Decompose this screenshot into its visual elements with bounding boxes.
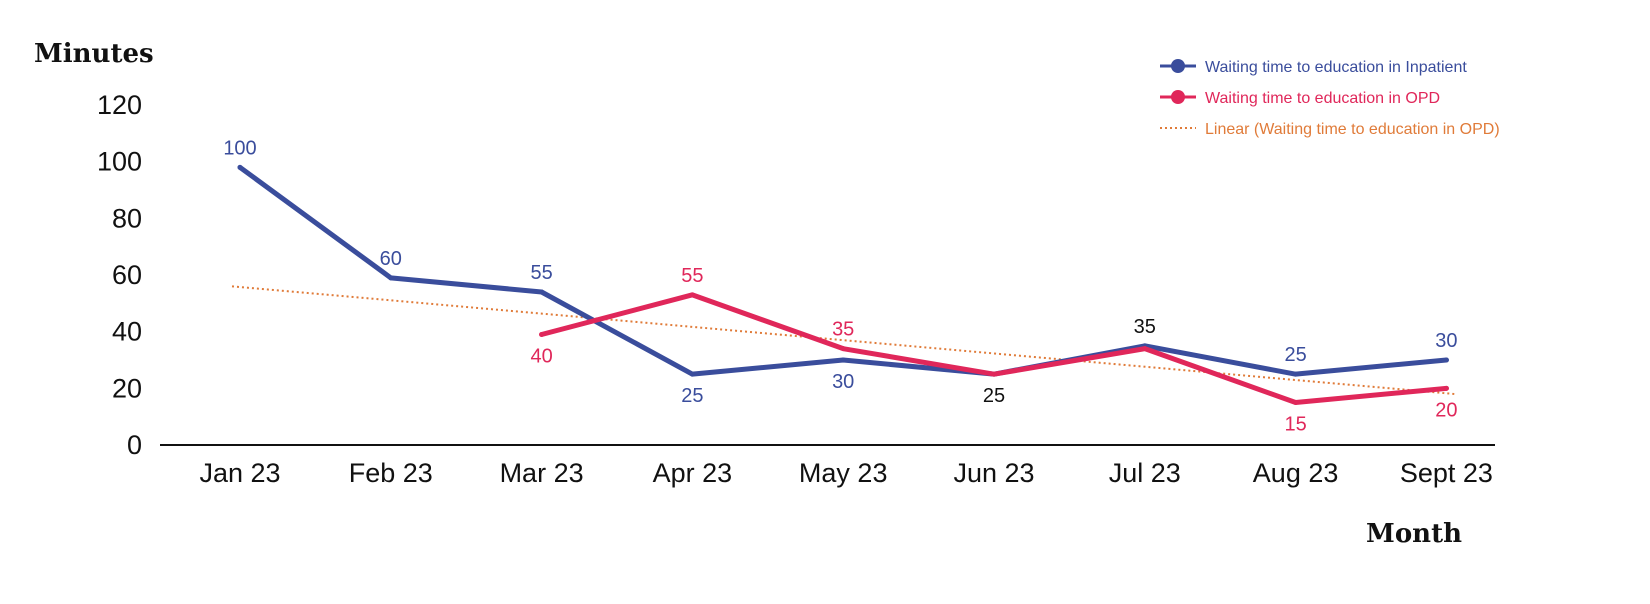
data-label: 55 — [530, 262, 552, 284]
x-tick-label: Jul 23 — [1109, 458, 1181, 488]
y-tick-label: 20 — [112, 373, 142, 403]
x-tick-label: Feb 23 — [349, 458, 433, 488]
x-axis-title: Month — [1366, 519, 1462, 549]
data-point — [388, 275, 394, 281]
y-tick-label: 40 — [112, 317, 142, 347]
series-group: 100 60 55 25 30 25 35 25 30 40 55 35 15 20 — [223, 137, 1457, 435]
x-tick-label: May 23 — [799, 458, 888, 488]
x-tick-label: Apr 23 — [653, 458, 733, 488]
legend-label: Waiting time to education in Inpatient — [1205, 59, 1467, 76]
y-tick-label: 80 — [112, 203, 142, 233]
data-label: 20 — [1435, 399, 1457, 421]
data-point — [1293, 371, 1299, 377]
data-label: 40 — [530, 346, 552, 368]
y-tick-label: 120 — [97, 90, 142, 120]
data-label: 35 — [832, 319, 854, 341]
x-tick-label: Mar 23 — [500, 458, 584, 488]
legend-marker — [1171, 59, 1185, 73]
data-label: 15 — [1284, 414, 1306, 436]
series-0: 100 60 55 25 30 25 35 25 30 — [223, 137, 1457, 407]
data-label: 60 — [380, 248, 402, 270]
y-tick-label: 100 — [97, 147, 142, 177]
data-point — [840, 357, 846, 363]
y-tick-label: 0 — [127, 430, 142, 460]
x-tick-label: Sept 23 — [1400, 458, 1493, 488]
data-point — [1443, 385, 1449, 391]
x-tick-label: Jun 23 — [953, 458, 1034, 488]
data-point — [237, 164, 243, 170]
data-point — [539, 332, 545, 337]
x-tick-label: Jan 23 — [199, 458, 280, 488]
data-label: 100 — [223, 137, 256, 159]
y-tick-label: 60 — [112, 260, 142, 290]
data-label: 25 — [983, 385, 1005, 407]
data-point — [689, 292, 695, 298]
data-point — [689, 371, 695, 377]
legend: Waiting time to education in Inpatient Wa… — [1160, 59, 1500, 138]
x-tick-label: Aug 23 — [1253, 458, 1339, 488]
data-point — [991, 371, 997, 377]
data-point — [1142, 346, 1148, 352]
series-line — [237, 164, 1449, 377]
legend-label: Linear (Waiting time to education in OPD… — [1205, 121, 1500, 138]
y-axis: 0 20 40 60 80 100 120 — [97, 90, 142, 460]
legend-label: Waiting time to education in OPD — [1205, 90, 1440, 107]
data-point — [840, 346, 846, 352]
legend-marker — [1171, 90, 1185, 104]
y-axis-title: Minutes — [34, 39, 154, 69]
data-label: 30 — [832, 371, 854, 393]
data-label: 25 — [681, 385, 703, 407]
data-point — [1443, 357, 1449, 363]
data-point — [1293, 400, 1299, 405]
data-label: 55 — [681, 265, 703, 287]
data-label: 30 — [1435, 330, 1457, 352]
data-point — [539, 289, 545, 295]
data-label: 25 — [1284, 344, 1306, 366]
data-label: 35 — [1134, 316, 1156, 338]
series-1: 40 55 35 15 20 — [530, 265, 1457, 436]
x-axis: Jan 23 Feb 23 Mar 23 Apr 23 May 23 Jun 23 Jul … — [160, 444, 1495, 488]
